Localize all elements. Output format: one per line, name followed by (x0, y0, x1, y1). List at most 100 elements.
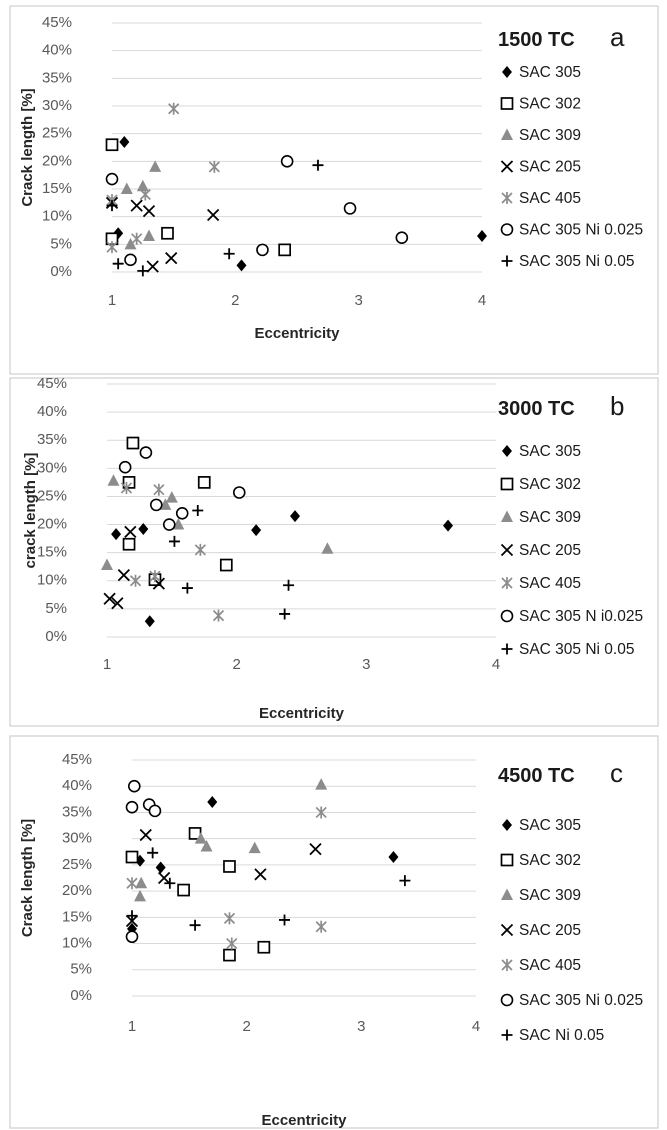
legend-label: SAC 305 (519, 443, 581, 460)
legend-marker (501, 510, 513, 522)
data-point (101, 558, 113, 571)
series-3 (125, 828, 322, 928)
data-point (165, 252, 178, 265)
panel-letter: a (610, 22, 625, 52)
y-tick-label: 0% (50, 263, 72, 280)
panel-title: 4500 TC (498, 765, 575, 787)
data-point (149, 498, 163, 512)
data-point (162, 518, 176, 531)
data-point (134, 889, 147, 902)
y-tick-label: 25% (62, 856, 92, 873)
data-point (278, 243, 292, 257)
data-point (477, 230, 487, 243)
data-point (279, 914, 291, 926)
data-point (120, 482, 133, 495)
legend-marker (502, 819, 512, 831)
legend-label: SAC 302 (519, 476, 581, 493)
legend-label: SAC 405 (519, 190, 581, 207)
panel-letter: b (610, 391, 624, 421)
data-point (194, 832, 207, 844)
legend-marker (500, 97, 514, 110)
data-point (315, 778, 328, 790)
legend-marker (501, 888, 513, 900)
data-point (139, 828, 152, 842)
data-point (136, 179, 149, 192)
legend-marker (500, 543, 514, 557)
legend-marker (501, 1029, 513, 1041)
y-tick-label: 5% (70, 961, 92, 978)
x-tick-label: 3 (362, 656, 370, 673)
legend-label: SAC 305 Ni 0.05 (519, 641, 634, 658)
data-point (189, 919, 201, 931)
legend-marker (501, 255, 513, 267)
data-point (105, 138, 119, 152)
series-1 (105, 138, 292, 257)
series-0 (111, 510, 454, 628)
x-tick-label: 3 (354, 292, 362, 309)
legend-marker (501, 959, 513, 971)
x-axis-label: Eccentricity (259, 705, 345, 722)
data-point (315, 806, 327, 819)
series-4 (120, 482, 225, 622)
data-point (159, 498, 172, 510)
y-tick-label: 15% (62, 908, 92, 925)
data-point (129, 574, 142, 587)
data-point (126, 877, 138, 890)
data-point (279, 608, 291, 620)
data-point (148, 804, 162, 818)
data-point (112, 258, 124, 270)
data-point (130, 199, 143, 212)
x-tick-label: 2 (232, 656, 240, 673)
legend-label: SAC 205 (519, 542, 581, 559)
legend-marker (500, 923, 514, 937)
x-tick-label: 4 (478, 292, 486, 309)
data-point (111, 528, 122, 541)
data-point (105, 172, 119, 186)
data-point (256, 243, 269, 257)
data-point (251, 524, 262, 537)
legend-marker (500, 609, 514, 623)
y-tick-label: 45% (62, 751, 92, 768)
y-tick-label: 25% (42, 125, 72, 142)
legend-marker (502, 66, 512, 78)
data-point (137, 265, 149, 277)
data-point (223, 948, 236, 962)
x-tick-label: 4 (472, 1018, 480, 1035)
data-point (157, 871, 171, 885)
data-point (139, 188, 151, 201)
series-6 (106, 159, 324, 277)
data-point (321, 542, 334, 554)
data-point (144, 615, 155, 628)
y-tick-label: 45% (42, 14, 72, 31)
series-6 (126, 847, 411, 931)
legend-label: SAC 305 Ni 0.05 (519, 253, 634, 270)
panel-letter: c (610, 758, 623, 788)
series-2 (120, 160, 162, 250)
data-point (194, 543, 206, 556)
y-tick-label: 30% (62, 830, 92, 847)
series-4 (106, 102, 220, 254)
data-point (312, 159, 324, 171)
legend-label: SAC 205 (519, 159, 581, 176)
y-tick-label: 0% (45, 628, 67, 645)
data-point (149, 160, 162, 172)
panel-frame (9, 735, 659, 1129)
data-point (197, 476, 211, 489)
data-point (142, 204, 156, 218)
legend-label: SAC 205 (519, 922, 581, 939)
y-tick-label: 0% (70, 987, 92, 1004)
data-point (232, 486, 246, 499)
series-6 (168, 505, 295, 620)
series-5 (118, 446, 246, 531)
data-point (165, 491, 178, 503)
y-tick-label: 5% (45, 600, 67, 617)
data-point (124, 525, 137, 539)
panel-b: 0% 5% 10% 15% 20% 25% 30% 35% 40% 45% 1 2 3 4 Eccentri… (9, 375, 659, 727)
series-5 (105, 155, 409, 267)
data-point (181, 582, 193, 594)
series-1 (125, 827, 271, 962)
panel-title: 3000 TC (498, 398, 575, 420)
data-point (155, 861, 166, 874)
data-point (153, 483, 165, 496)
data-point (248, 841, 261, 854)
